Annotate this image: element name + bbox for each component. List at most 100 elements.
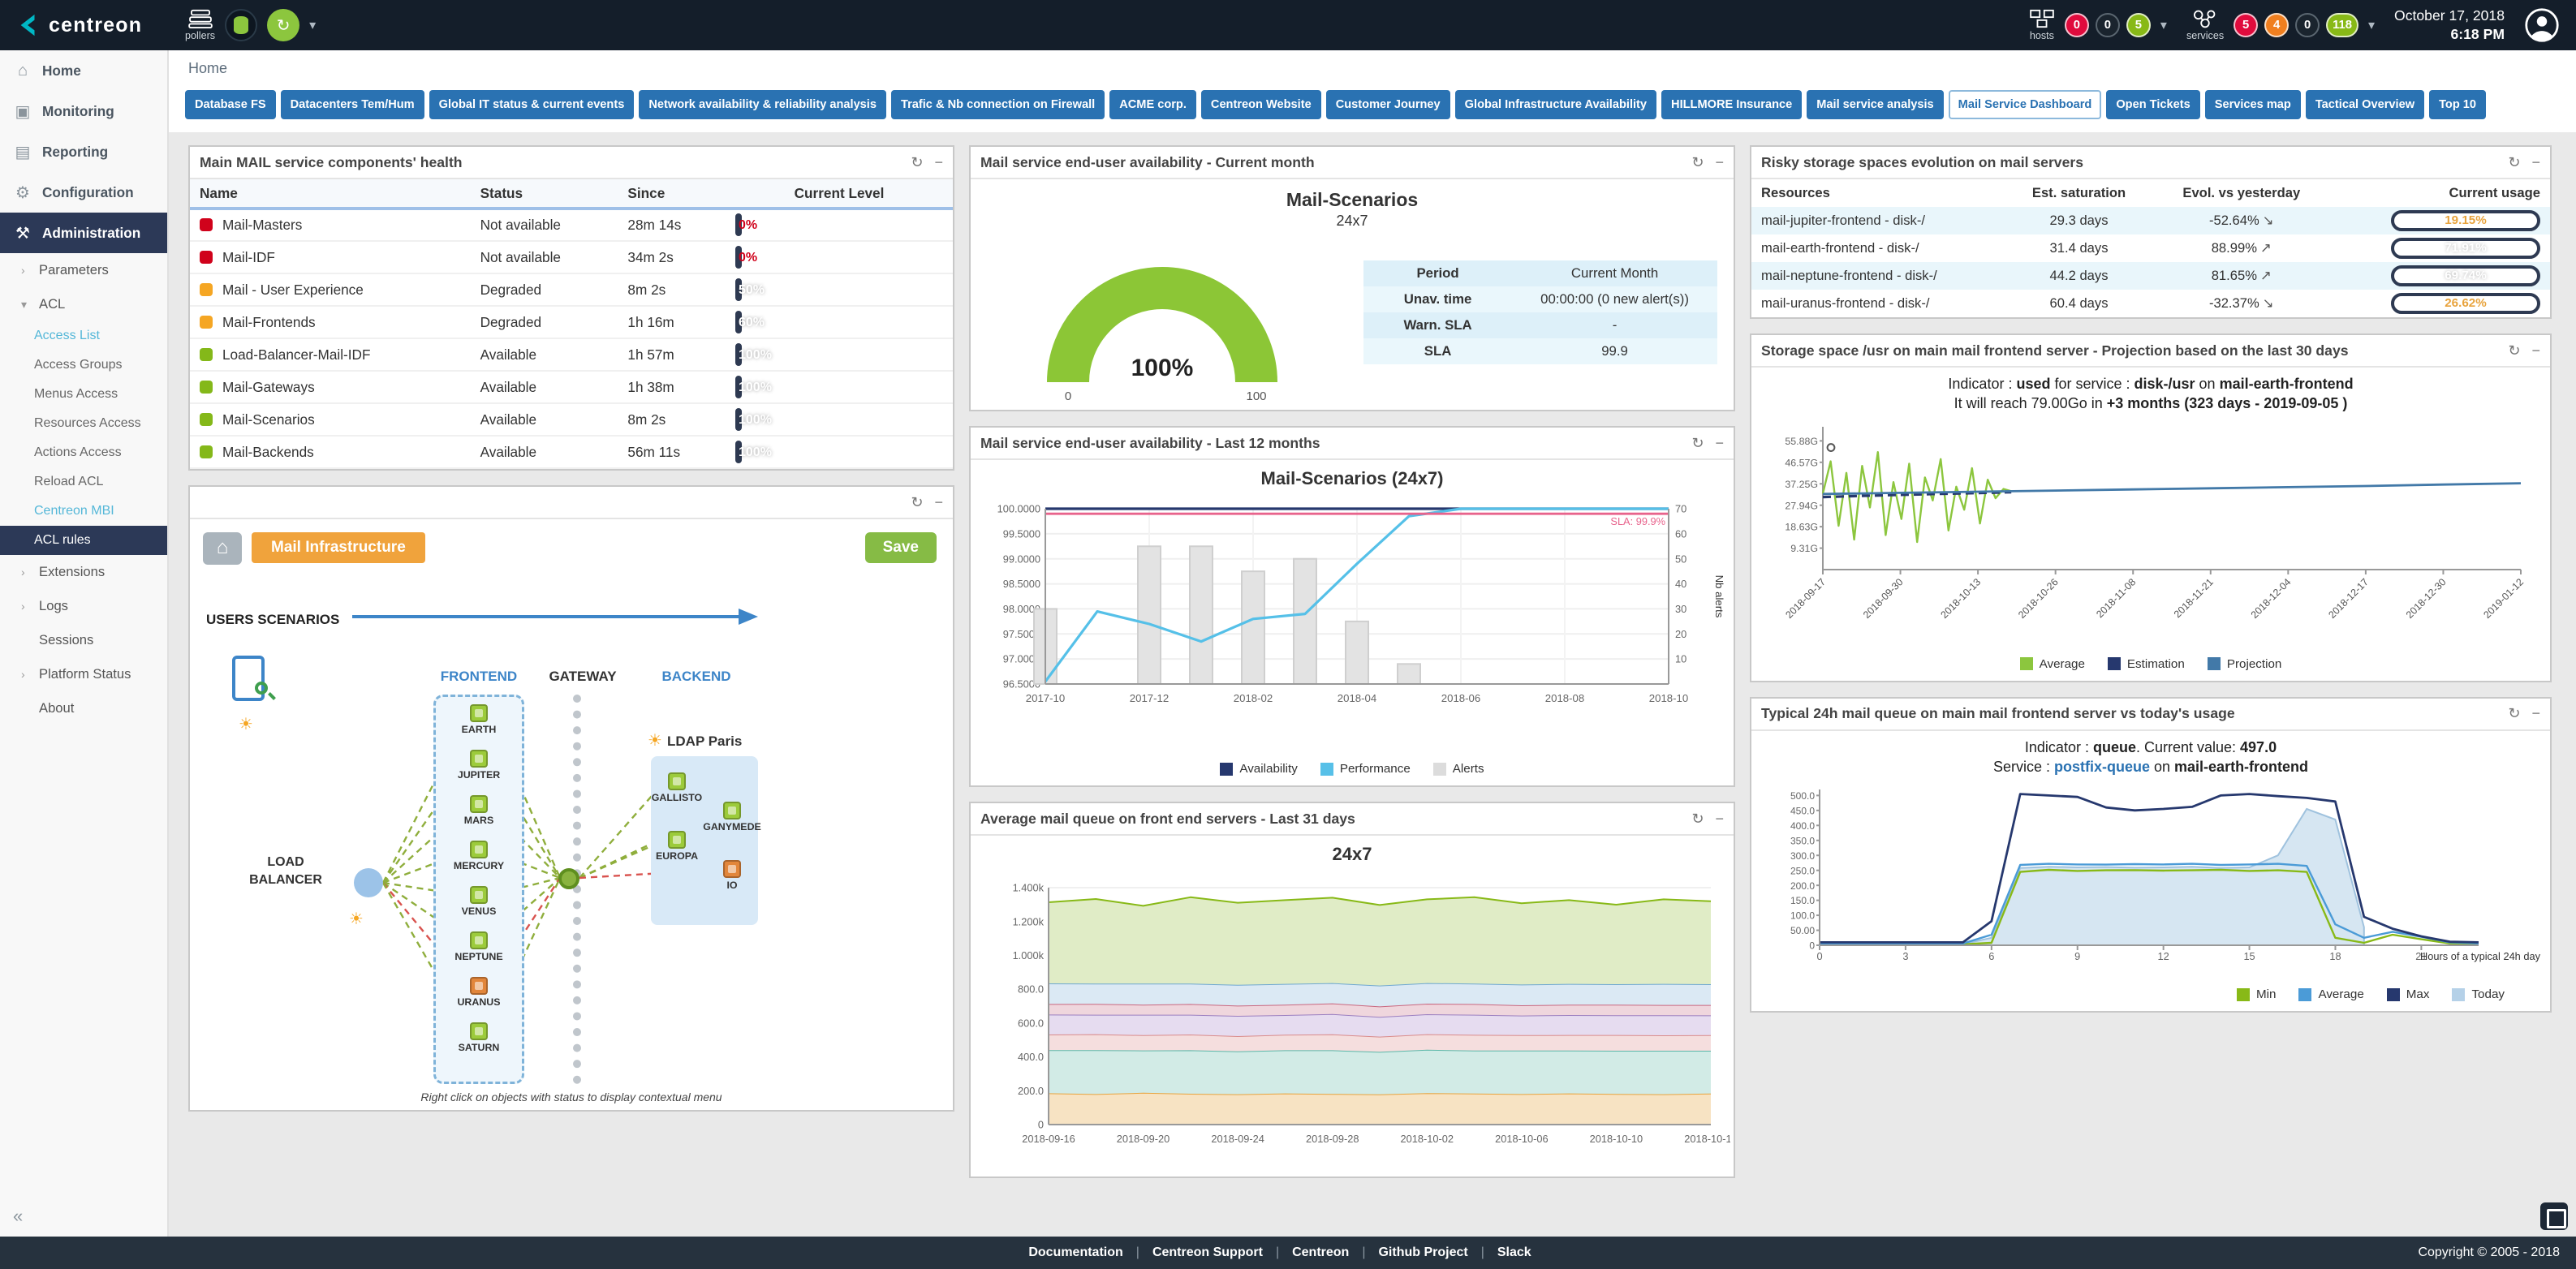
poller-latency-status-icon[interactable]: ↻ [267, 9, 300, 41]
host-status-badge[interactable]: 0 [2095, 13, 2120, 37]
health-table-row[interactable]: Load-Balancer-Mail-IDF Available 1h 57m … [190, 338, 953, 372]
sidebar-item-centreon-mbi[interactable]: Centreon MBI [34, 504, 114, 518]
refresh-icon[interactable]: ↻ [2508, 153, 2521, 170]
minimize-icon[interactable]: − [1715, 810, 1724, 827]
footer-link-documentation[interactable]: Documentation [1028, 1245, 1123, 1259]
service-status-badge[interactable]: 4 [2264, 13, 2290, 37]
sidebar-section-platform-status[interactable]: › Platform Status [21, 666, 131, 682]
tab-services-map[interactable]: Services map [2204, 90, 2301, 119]
sidebar-item-administration[interactable]: ⚒ Administration [0, 213, 167, 253]
sidebar-item-home[interactable]: ⌂ Home [0, 50, 167, 91]
tab-global-infrastructure-availability[interactable]: Global Infrastructure Availability [1454, 90, 1657, 119]
tab-mail-service-dashboard[interactable]: Mail Service Dashboard [1948, 90, 2102, 119]
sidebar-collapse-button[interactable]: « [13, 1206, 24, 1226]
gateway-node[interactable] [558, 868, 579, 889]
storage-table-row[interactable]: mail-jupiter-frontend - disk-/ 29.3 days… [1751, 207, 2550, 234]
footer-link-github-project[interactable]: Github Project [1378, 1245, 1468, 1259]
health-table-row[interactable]: Mail-Scenarios Available 8m 2s 100% [190, 403, 953, 437]
sidebar-item-monitoring[interactable]: ▣ Monitoring [0, 91, 167, 131]
node-mercury[interactable]: MERCURY [446, 841, 511, 871]
tab-open-tickets[interactable]: Open Tickets [2106, 90, 2200, 119]
breadcrumb[interactable]: Home [169, 50, 2576, 80]
sidebar-item-menus-access[interactable]: Menus Access [34, 387, 118, 401]
node-europa[interactable]: EUROPA [641, 831, 713, 862]
tab-mail-service-analysis[interactable]: Mail service analysis [1807, 90, 1944, 119]
sidebar-section-logs[interactable]: › Logs [21, 598, 68, 613]
save-button[interactable]: Save [864, 532, 937, 563]
tab-customer-journey[interactable]: Customer Journey [1325, 90, 1450, 119]
node-gallisto[interactable]: GALLISTO [641, 772, 713, 803]
service-status-badge[interactable]: 0 [2295, 13, 2320, 37]
refresh-icon[interactable]: ↻ [1691, 434, 1704, 451]
health-table-row[interactable]: Mail - User Experience Degraded 8m 2s 50… [190, 273, 953, 307]
sidebar-section-sessions[interactable]: Sessions [39, 632, 94, 647]
tab-global-it-status-current-events[interactable]: Global IT status & current events [429, 90, 635, 119]
node-neptune[interactable]: NEPTUNE [446, 931, 511, 962]
tab-acme-corp[interactable]: ACME corp. [1109, 90, 1196, 119]
home-icon[interactable]: ⌂ [203, 532, 242, 565]
sidebar-item-access-groups[interactable]: Access Groups [34, 358, 123, 372]
node-jupiter[interactable]: JUPITER [446, 750, 511, 781]
sidebar-item-actions-access[interactable]: Actions Access [34, 445, 122, 459]
refresh-icon[interactable]: ↻ [911, 493, 924, 510]
tab-centreon-website[interactable]: Centreon Website [1200, 90, 1321, 119]
poller-database-status-icon[interactable] [225, 9, 258, 41]
footer-link-centreon-support[interactable]: Centreon Support [1152, 1245, 1263, 1259]
refresh-icon[interactable]: ↻ [911, 153, 924, 170]
storage-table-row[interactable]: mail-neptune-frontend - disk-/ 44.2 days… [1751, 262, 2550, 290]
sidebar-section-parameters[interactable]: › Parameters [21, 262, 109, 277]
health-table-row[interactable]: Mail-Frontends Degraded 1h 16m 60% [190, 306, 953, 339]
chevron-down-icon[interactable]: ▾ [2160, 19, 2167, 32]
node-io[interactable]: IO [696, 860, 768, 891]
minimize-icon[interactable]: − [1715, 434, 1724, 451]
chevron-down-icon[interactable]: ▾ [309, 19, 317, 32]
sidebar-section-extensions[interactable]: › Extensions [21, 564, 106, 579]
health-table-row[interactable]: Mail-Masters Not available 28m 14s 0% [190, 209, 953, 242]
tab-database-fs[interactable]: Database FS [185, 90, 276, 119]
tab-trafic-nb-connection-on-firewall[interactable]: Trafic & Nb connection on Firewall [890, 90, 1105, 119]
node-venus[interactable]: VENUS [446, 886, 511, 917]
storage-table-row[interactable]: mail-uranus-frontend - disk-/ 60.4 days … [1751, 290, 2550, 317]
refresh-icon[interactable]: ↻ [1691, 810, 1704, 827]
sidebar-item-reporting[interactable]: ▤ Reporting [0, 131, 167, 172]
service-status-badge[interactable]: 118 [2326, 13, 2358, 37]
tab-top-10[interactable]: Top 10 [2429, 90, 2487, 119]
sidebar-section-about[interactable]: About [39, 700, 75, 716]
minimize-icon[interactable]: − [2531, 705, 2540, 722]
services-status-group[interactable]: services 5 4 0 118 ▾ [2186, 9, 2375, 41]
node-saturn[interactable]: SATURN [446, 1022, 511, 1053]
refresh-icon[interactable]: ↻ [2508, 705, 2521, 722]
sidebar-item-configuration[interactable]: ⚙ Configuration [0, 172, 167, 213]
minimize-icon[interactable]: − [934, 493, 943, 510]
sidebar-section-acl[interactable]: ▾ ACL [21, 296, 66, 312]
health-table-row[interactable]: Mail-Gateways Available 1h 38m 100% [190, 371, 953, 404]
widget-board-toggle[interactable] [2540, 1202, 2568, 1230]
footer-link-centreon[interactable]: Centreon [1292, 1245, 1350, 1259]
sidebar-item-reload-acl[interactable]: Reload ACL [34, 475, 104, 488]
minimize-icon[interactable]: − [1715, 153, 1724, 170]
tab-datacenters-tem-hum[interactable]: Datacenters Tem/Hum [280, 90, 424, 119]
infrastructure-name-label[interactable]: Mail Infrastructure [252, 532, 425, 563]
health-table-row[interactable]: Mail-IDF Not available 34m 2s 0% [190, 241, 953, 274]
tab-hillmore-insurance[interactable]: HILLMORE Insurance [1661, 90, 1803, 119]
footer-link-slack[interactable]: Slack [1497, 1245, 1531, 1259]
refresh-icon[interactable]: ↻ [1691, 153, 1704, 170]
sidebar-item-acl-rules[interactable]: ACL rules [0, 526, 167, 555]
node-ganymede[interactable]: GANYMEDE [696, 802, 768, 832]
tab-network-availability-reliability-analysis[interactable]: Network availability & reliability analy… [639, 90, 886, 119]
minimize-icon[interactable]: − [2531, 153, 2540, 170]
refresh-icon[interactable]: ↻ [2508, 342, 2521, 359]
node-mars[interactable]: MARS [446, 795, 511, 826]
tab-tactical-overview[interactable]: Tactical Overview [2305, 90, 2425, 119]
chevron-down-icon[interactable]: ▾ [2368, 19, 2376, 32]
pollers-group[interactable]: pollers ↻ ▾ [185, 9, 316, 41]
minimize-icon[interactable]: − [2531, 342, 2540, 359]
load-balancer-node[interactable] [354, 868, 383, 897]
health-table-row[interactable]: Mail-Backends Available 56m 11s 100% [190, 436, 953, 469]
centreon-logo[interactable]: centreon [16, 13, 166, 37]
service-status-badge[interactable]: 5 [2234, 13, 2259, 37]
sidebar-item-resources-access[interactable]: Resources Access [34, 416, 141, 430]
storage-table-row[interactable]: mail-earth-frontend - disk-/ 31.4 days 8… [1751, 234, 2550, 262]
sidebar-item-access-list[interactable]: Access List [34, 329, 100, 342]
